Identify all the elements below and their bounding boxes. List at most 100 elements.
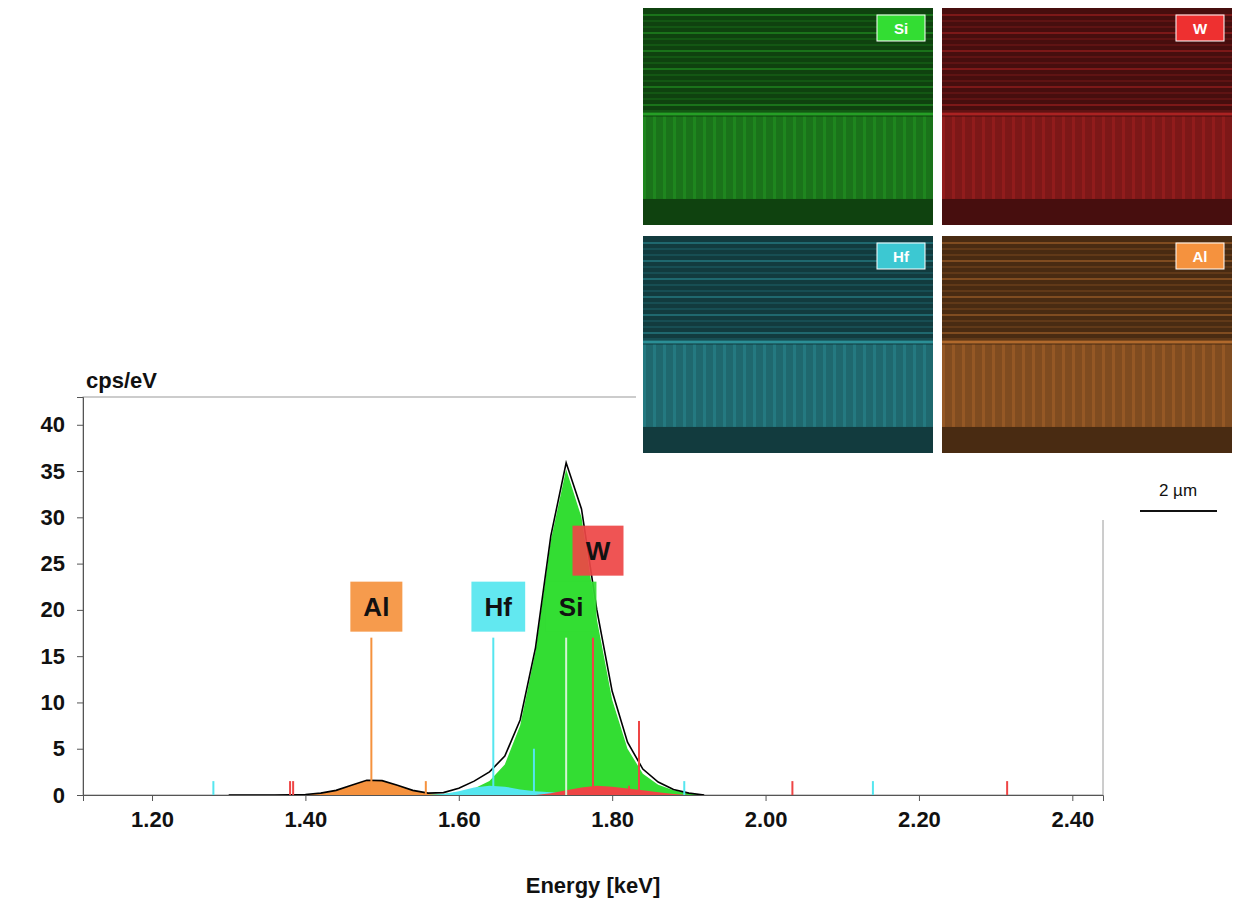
map-label: Hf — [893, 248, 910, 265]
map-texture — [743, 117, 746, 199]
map-texture — [962, 117, 965, 199]
y-tick: 35 — [41, 459, 83, 484]
element-maps: SiWHfAl — [643, 8, 1232, 453]
x-tick: 2.00 — [745, 795, 788, 832]
map-texture — [972, 117, 975, 199]
x-tick-label: 2.20 — [898, 807, 941, 832]
characteristic-line — [592, 638, 594, 795]
map-texture — [863, 117, 866, 199]
map-texture — [653, 345, 656, 427]
map-texture — [942, 56, 1232, 58]
map-texture — [693, 345, 696, 427]
x-tick-mark — [1072, 795, 1073, 801]
map-texture — [942, 308, 1232, 310]
map-texture — [643, 110, 933, 112]
map-texture — [1102, 117, 1105, 199]
map-texture — [942, 341, 1232, 344]
map-texture — [1042, 117, 1045, 199]
map-texture — [643, 314, 933, 316]
map-texture — [1092, 117, 1095, 199]
map-texture — [863, 345, 866, 427]
characteristic-line — [683, 781, 685, 795]
y-tick: 5 — [53, 736, 83, 761]
characteristic-line — [791, 781, 793, 795]
map-texture — [923, 345, 926, 427]
map-texture — [952, 345, 955, 427]
map-texture — [1142, 345, 1145, 427]
map-texture — [942, 326, 1232, 328]
map-texture — [673, 345, 676, 427]
map-texture — [1192, 345, 1195, 427]
map-background — [643, 236, 933, 453]
x-tick-mark — [459, 795, 460, 801]
map-texture — [942, 278, 1232, 280]
map-texture — [982, 345, 985, 427]
map-texture — [903, 345, 906, 427]
map-texture — [833, 345, 836, 427]
map-texture — [1112, 117, 1115, 199]
map-texture — [942, 332, 1232, 334]
map-texture — [643, 86, 933, 88]
map-texture — [763, 117, 766, 199]
map-texture — [1132, 117, 1135, 199]
map-texture — [803, 117, 806, 199]
map-texture — [683, 345, 686, 427]
x-tick-label: 1.20 — [131, 807, 174, 832]
map-texture — [1092, 345, 1095, 427]
chart-svg: 1.201.401.601.802.002.202.40051015202530… — [0, 0, 1238, 906]
map-texture — [942, 92, 1232, 94]
map-texture — [942, 296, 1232, 298]
map-texture — [1062, 345, 1065, 427]
map-label-box — [877, 243, 925, 269]
map-texture — [643, 68, 933, 70]
map-texture — [942, 68, 1232, 70]
map-texture — [942, 320, 1232, 322]
map-texture — [1152, 345, 1155, 427]
map-texture — [1212, 117, 1215, 199]
map-texture — [643, 117, 933, 199]
map-texture — [1122, 117, 1125, 199]
map-texture — [643, 296, 933, 298]
y-tick: 25 — [41, 551, 83, 576]
element-map: Hf — [643, 236, 933, 453]
peak-label-text: W — [586, 536, 611, 566]
map-texture — [643, 44, 933, 46]
map-texture — [663, 345, 666, 427]
y-tick-label: 5 — [53, 736, 65, 761]
map-texture — [1022, 345, 1025, 427]
peak-label: Si — [546, 582, 597, 632]
map-texture — [942, 113, 1232, 116]
map-texture — [643, 332, 933, 334]
map-background — [942, 236, 1232, 453]
y-tick: 40 — [41, 412, 83, 437]
x-tick: 1.80 — [591, 795, 634, 832]
map-texture — [823, 117, 826, 199]
x-tick-mark — [766, 795, 767, 801]
map-texture — [1182, 117, 1185, 199]
map-texture — [893, 345, 896, 427]
map-texture — [843, 345, 846, 427]
y-axis-line — [77, 398, 84, 796]
map-texture — [903, 117, 906, 199]
map-texture — [1052, 345, 1055, 427]
y-tick-mark — [77, 656, 83, 657]
y-tick-mark — [77, 425, 83, 426]
map-texture — [773, 345, 776, 427]
map-texture — [1012, 117, 1015, 199]
map-texture — [1222, 345, 1225, 427]
y-tick: 10 — [41, 690, 83, 715]
map-texture — [1152, 117, 1155, 199]
map-texture — [643, 98, 933, 100]
x-tick: 2.40 — [1051, 795, 1094, 832]
map-texture — [783, 117, 786, 199]
map-texture — [942, 74, 1232, 76]
map-texture — [1072, 345, 1075, 427]
spectrum-line — [229, 463, 704, 795]
characteristic-line — [212, 781, 214, 795]
map-texture — [643, 308, 933, 310]
map-texture — [952, 117, 955, 199]
map-texture — [643, 302, 933, 304]
characteristic-line — [370, 638, 372, 795]
x-axis: 1.201.401.601.802.002.202.40 — [84, 795, 1104, 832]
map-texture — [643, 113, 933, 116]
